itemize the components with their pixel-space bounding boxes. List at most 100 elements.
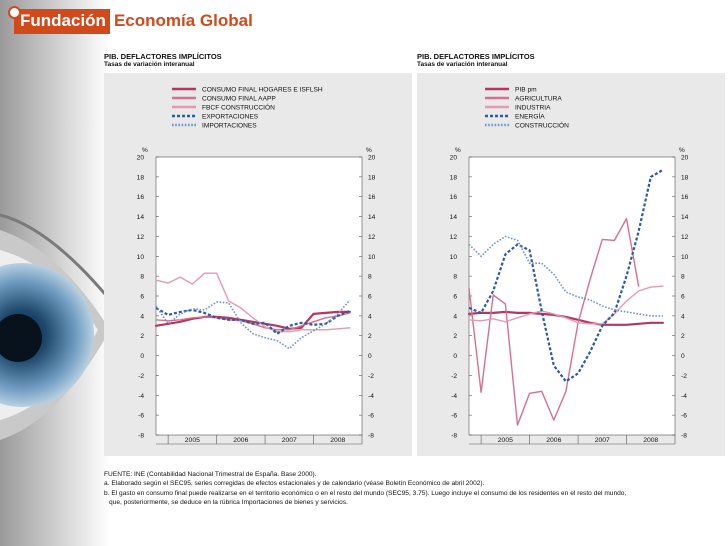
y-tick-label-left: -8 [451, 433, 457, 440]
y-tick-label-left: 14 [450, 214, 458, 221]
y-tick-label-right: 2 [681, 333, 685, 340]
legend-label: CONSUMO FINAL AAPP [202, 96, 276, 103]
chart-title: PIB. DEFLACTORES IMPLÍCITOS [104, 52, 222, 61]
legend-label: CONSUMO FINAL HOGARES E ISFLSH [202, 87, 323, 94]
chart-left-svg: CONSUMO FINAL HOGARES E ISFLSH CONSUMO FI… [137, 87, 376, 445]
y-unit-label-right: % [679, 147, 685, 154]
y-tick-label-left: -8 [138, 433, 144, 440]
y-tick-label-left: -4 [451, 393, 457, 400]
y-tick-label-left: -6 [138, 413, 144, 420]
y-tick-label-right: -8 [368, 433, 374, 440]
y-tick-label-left: 20 [450, 155, 458, 162]
y-tick-label-right: -2 [681, 373, 687, 380]
y-tick-label-right: 4 [368, 313, 372, 320]
y-tick-label-left: -6 [451, 413, 457, 420]
x-tick-label: 2005 [498, 437, 513, 444]
series-line [467, 310, 664, 326]
y-tick-label-right: 12 [681, 234, 689, 241]
y-tick-label-left: 18 [137, 174, 145, 181]
y-tick-label-right: 0 [368, 353, 372, 360]
y-tick-label-right: -2 [368, 373, 374, 380]
y-tick-label-right: -8 [681, 433, 687, 440]
footnote-b-continued: que, posteriormente, se deduce en la rúb… [109, 498, 348, 506]
y-unit-label-left: % [142, 147, 148, 154]
y-tick-label-left: 16 [450, 194, 458, 201]
plot-area [468, 156, 676, 436]
y-tick-label-right: 20 [681, 155, 689, 162]
x-tick-label: 2008 [643, 437, 658, 444]
eye-background-image [0, 0, 110, 546]
chart-right-svg: PIB pm AGRICULTURA INDUSTRIAENERGÍACONSTRU… [450, 87, 689, 445]
y-tick-label-left: 4 [453, 313, 457, 320]
y-tick-label-left: 10 [450, 254, 458, 261]
y-tick-label-right: 16 [368, 194, 376, 201]
x-tick-label: 2007 [595, 437, 610, 444]
y-tick-label-left: 0 [453, 353, 457, 360]
series-line [468, 285, 664, 325]
y-tick-label-right: 16 [681, 194, 689, 201]
footnote-b: b. El gasto en consumo final puede reali… [104, 489, 627, 497]
logo-dot-icon [8, 6, 21, 19]
footnote-source: FUENTE: INE (Contabilidad Nacional Trime… [104, 471, 317, 478]
y-tick-label-right: -6 [681, 413, 687, 420]
y-tick-label-right: 10 [681, 254, 689, 261]
series-line [155, 306, 351, 335]
y-tick-label-right: 6 [368, 294, 372, 301]
y-tick-label-right: -4 [681, 393, 687, 400]
y-tick-label-left: 12 [137, 234, 145, 241]
series-line [155, 272, 351, 333]
legend-label: PIB pm [515, 87, 537, 94]
y-tick-label-right: 6 [681, 294, 685, 301]
legend-label: FBCF CONSTRUCCIÓN [202, 103, 275, 112]
y-tick-label-right: 4 [681, 313, 685, 320]
y-tick-label-right: 8 [368, 274, 372, 281]
brand-name-rest: Economía Global [113, 11, 253, 30]
y-tick-label-left: 14 [137, 214, 145, 221]
y-unit-label-left: % [455, 147, 461, 154]
series-line [468, 235, 663, 317]
y-unit-label-right: % [366, 147, 372, 154]
chart-panel-right: PIB. DEFLACTORES IMPLÍCITOS Tasas de var… [417, 52, 725, 456]
y-tick-label-left: 18 [450, 174, 458, 181]
y-tick-label-left: -2 [138, 373, 144, 380]
brand-logo: Fundación Economía Global [8, 6, 253, 34]
y-tick-label-right: 14 [681, 214, 689, 221]
y-tick-label-right: 14 [368, 214, 376, 221]
y-tick-label-right: -6 [368, 413, 374, 420]
footnotes: FUENTE: INE (Contabilidad Nacional Trime… [104, 470, 724, 507]
y-tick-label-left: 12 [450, 234, 458, 241]
chart-subtitle: Tasas de variación interanual [104, 61, 195, 68]
x-tick-label: 2006 [546, 437, 561, 444]
y-tick-label-left: -2 [451, 373, 457, 380]
brand-name-highlight: Fundación [14, 8, 110, 34]
chart-subtitle: Tasas de variación interanual [417, 61, 508, 68]
y-tick-label-left: -4 [138, 393, 144, 400]
plot-area [155, 156, 363, 436]
legend-label: INDUSTRIA [515, 105, 551, 112]
x-tick-label: 2005 [185, 437, 200, 444]
y-tick-label-right: 18 [368, 174, 376, 181]
y-tick-label-right: 8 [681, 274, 685, 281]
y-tick-label-right: 10 [368, 254, 376, 261]
y-tick-label-left: 16 [137, 194, 145, 201]
y-tick-label-left: 2 [140, 333, 144, 340]
legend-label: ENERGÍA [515, 112, 545, 121]
legend-label: EXPORTACIONES [202, 114, 259, 121]
y-tick-label-left: 2 [453, 333, 457, 340]
series-line [468, 217, 640, 426]
y-tick-label-right: 0 [681, 353, 685, 360]
y-tick-label-right: 18 [681, 174, 689, 181]
legend-label: IMPORTACIONES [202, 123, 257, 130]
y-tick-label-left: 8 [453, 274, 457, 281]
x-tick-label: 2008 [330, 437, 345, 444]
chart-title: PIB. DEFLACTORES IMPLÍCITOS [417, 52, 535, 61]
y-tick-label-left: 0 [140, 353, 144, 360]
legend-label: CONSTRUCCIÓN [515, 121, 569, 130]
y-tick-label-left: 6 [140, 294, 144, 301]
y-tick-label-right: 2 [368, 333, 372, 340]
y-tick-label-left: 6 [453, 294, 457, 301]
series-line [154, 310, 351, 330]
y-tick-label-left: 20 [137, 155, 145, 162]
footnote-a: a. Elaborado según el SEC95, series corr… [104, 480, 485, 488]
y-tick-label-right: 20 [368, 155, 376, 162]
